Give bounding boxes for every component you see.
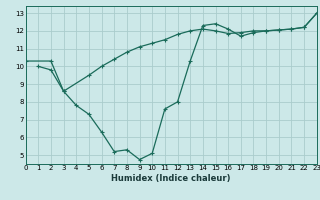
X-axis label: Humidex (Indice chaleur): Humidex (Indice chaleur) [111,174,231,183]
